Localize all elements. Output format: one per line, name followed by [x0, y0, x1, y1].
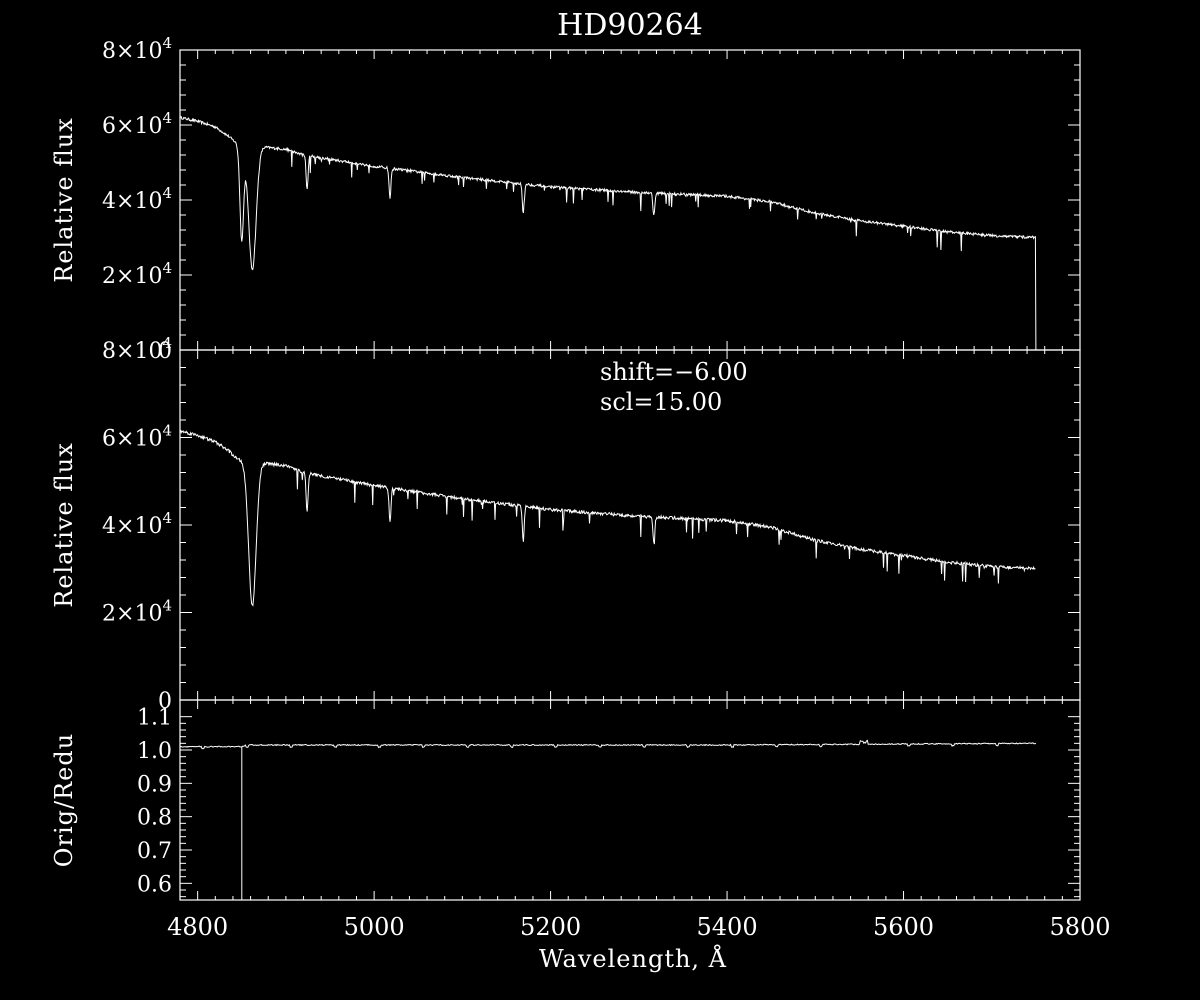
panel-ratio: 0.6 0.7 0.8 0.9 1.0 1.1 Orig/Redu [50, 699, 1081, 901]
annotation-text: scl=15.00 [600, 388, 722, 416]
y-axis-label: Relative flux [50, 442, 78, 608]
y-tick-label: 0 [158, 689, 172, 714]
annotation-text: shift=−6.00 [600, 358, 748, 386]
y-tick-label: 1.0 [137, 739, 172, 764]
x-tick-label: 5000 [344, 913, 405, 941]
y-tick-label: 6×104 [102, 422, 172, 452]
x-tick-label: 4800 [167, 913, 228, 941]
x-tick-label: 5200 [520, 913, 581, 941]
series-line-reduced [179, 429, 1036, 607]
y-tick-label: 8×104 [102, 334, 172, 364]
series-line-ratio [180, 739, 1037, 900]
chart-title: HD90264 [557, 8, 703, 43]
panels: 0 2×104 4×104 6×104 8×104 Relative flux 0 2×104… [50, 34, 1081, 901]
y-tick-label: 0.6 [137, 872, 172, 897]
x-axis-label: Wavelength, Å [539, 944, 727, 973]
y-tick-label: 1.1 [137, 706, 172, 731]
y-tick-label: 6×104 [102, 109, 172, 139]
x-axis: 4800 5000 5200 5400 5600 5800 [167, 913, 1110, 941]
series-line-original [179, 115, 1037, 351]
y-tick-label: 0 [158, 339, 172, 364]
y-tick-label: 2×104 [102, 259, 172, 289]
x-tick-label: 5400 [697, 913, 758, 941]
panel-frame [179, 699, 1081, 901]
y-axis-label: Relative flux [50, 117, 78, 283]
y-tick-label: 4×104 [102, 184, 172, 214]
y-tick-label: 4×104 [102, 509, 172, 539]
panel-original: 0 2×104 4×104 6×104 8×104 Relative flux [50, 34, 1081, 364]
y-tick-label: 2×104 [102, 597, 172, 627]
y-tick-label: 8×104 [102, 34, 172, 64]
y-axis-label: Orig/Redu [50, 733, 78, 867]
y-tick-label: 0.8 [137, 806, 172, 831]
y-tick-label: 0.7 [137, 839, 172, 864]
x-tick-label: 5600 [873, 913, 934, 941]
x-tick-label: 5800 [1049, 913, 1110, 941]
y-tick-label: 0.9 [137, 772, 172, 797]
